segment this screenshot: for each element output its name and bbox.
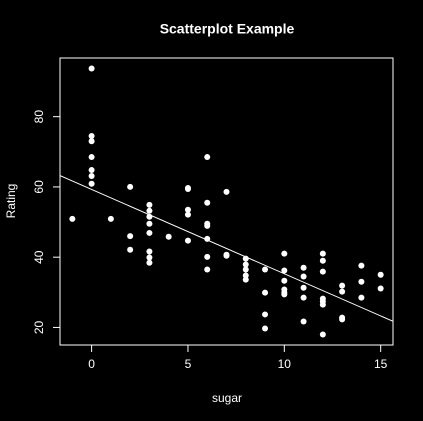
point: [88, 138, 95, 145]
point: [88, 132, 95, 139]
point: [281, 277, 288, 284]
plot-frame: [59, 57, 394, 346]
point: [262, 289, 269, 296]
point: [319, 257, 326, 264]
point: [88, 173, 95, 180]
point: [242, 266, 249, 273]
point: [204, 154, 211, 161]
fit-group: [60, 175, 393, 322]
point: [184, 206, 191, 213]
point: [262, 311, 269, 318]
y-tick-label: 80: [32, 110, 46, 124]
y-tick-label: 20: [32, 320, 46, 334]
y-axis-label: Rating: [4, 184, 18, 219]
x-tick-label: 5: [185, 357, 192, 371]
point: [281, 267, 288, 274]
x-tick-label: 15: [374, 357, 388, 371]
chart-title: Scatterplot Example: [160, 21, 295, 37]
point: [242, 261, 249, 268]
point: [204, 222, 211, 229]
point: [146, 259, 153, 266]
point: [88, 167, 95, 174]
point: [127, 246, 134, 253]
point: [358, 278, 365, 285]
point: [204, 199, 211, 206]
point: [223, 188, 230, 195]
point: [88, 154, 95, 161]
regression-line: [60, 175, 393, 322]
point: [107, 215, 114, 222]
y-tick-label: 60: [32, 180, 46, 194]
point: [184, 186, 191, 193]
point: [146, 254, 153, 261]
x-tick-label: 10: [278, 357, 292, 371]
x-axis-label: sugar: [212, 391, 242, 405]
point: [300, 264, 307, 271]
point: [281, 291, 288, 298]
point: [319, 331, 326, 338]
point: [300, 294, 307, 301]
point: [358, 294, 365, 301]
point: [127, 233, 134, 240]
point: [146, 207, 153, 214]
point: [300, 318, 307, 325]
x-tick-label: 0: [88, 357, 95, 371]
point: [319, 301, 326, 308]
point: [377, 285, 384, 292]
point: [242, 276, 249, 283]
point: [358, 262, 365, 269]
point: [146, 201, 153, 208]
point: [262, 266, 269, 273]
point: [339, 316, 346, 323]
point: [319, 268, 326, 275]
point: [281, 250, 288, 257]
point: [69, 215, 76, 222]
point: [184, 237, 191, 244]
point: [88, 180, 95, 187]
point: [262, 325, 269, 332]
point: [127, 183, 134, 190]
point: [146, 229, 153, 236]
point: [204, 266, 211, 273]
point: [146, 248, 153, 255]
point: [146, 220, 153, 227]
point: [184, 211, 191, 218]
point: [339, 282, 346, 289]
y-tick-label: 40: [32, 250, 46, 264]
point: [88, 65, 95, 72]
point: [377, 271, 384, 278]
point: [242, 272, 249, 279]
point: [339, 288, 346, 295]
point: [300, 273, 307, 280]
point: [300, 284, 307, 291]
point: [223, 252, 230, 259]
point: [165, 233, 172, 240]
point: [204, 253, 211, 260]
point: [319, 250, 326, 257]
